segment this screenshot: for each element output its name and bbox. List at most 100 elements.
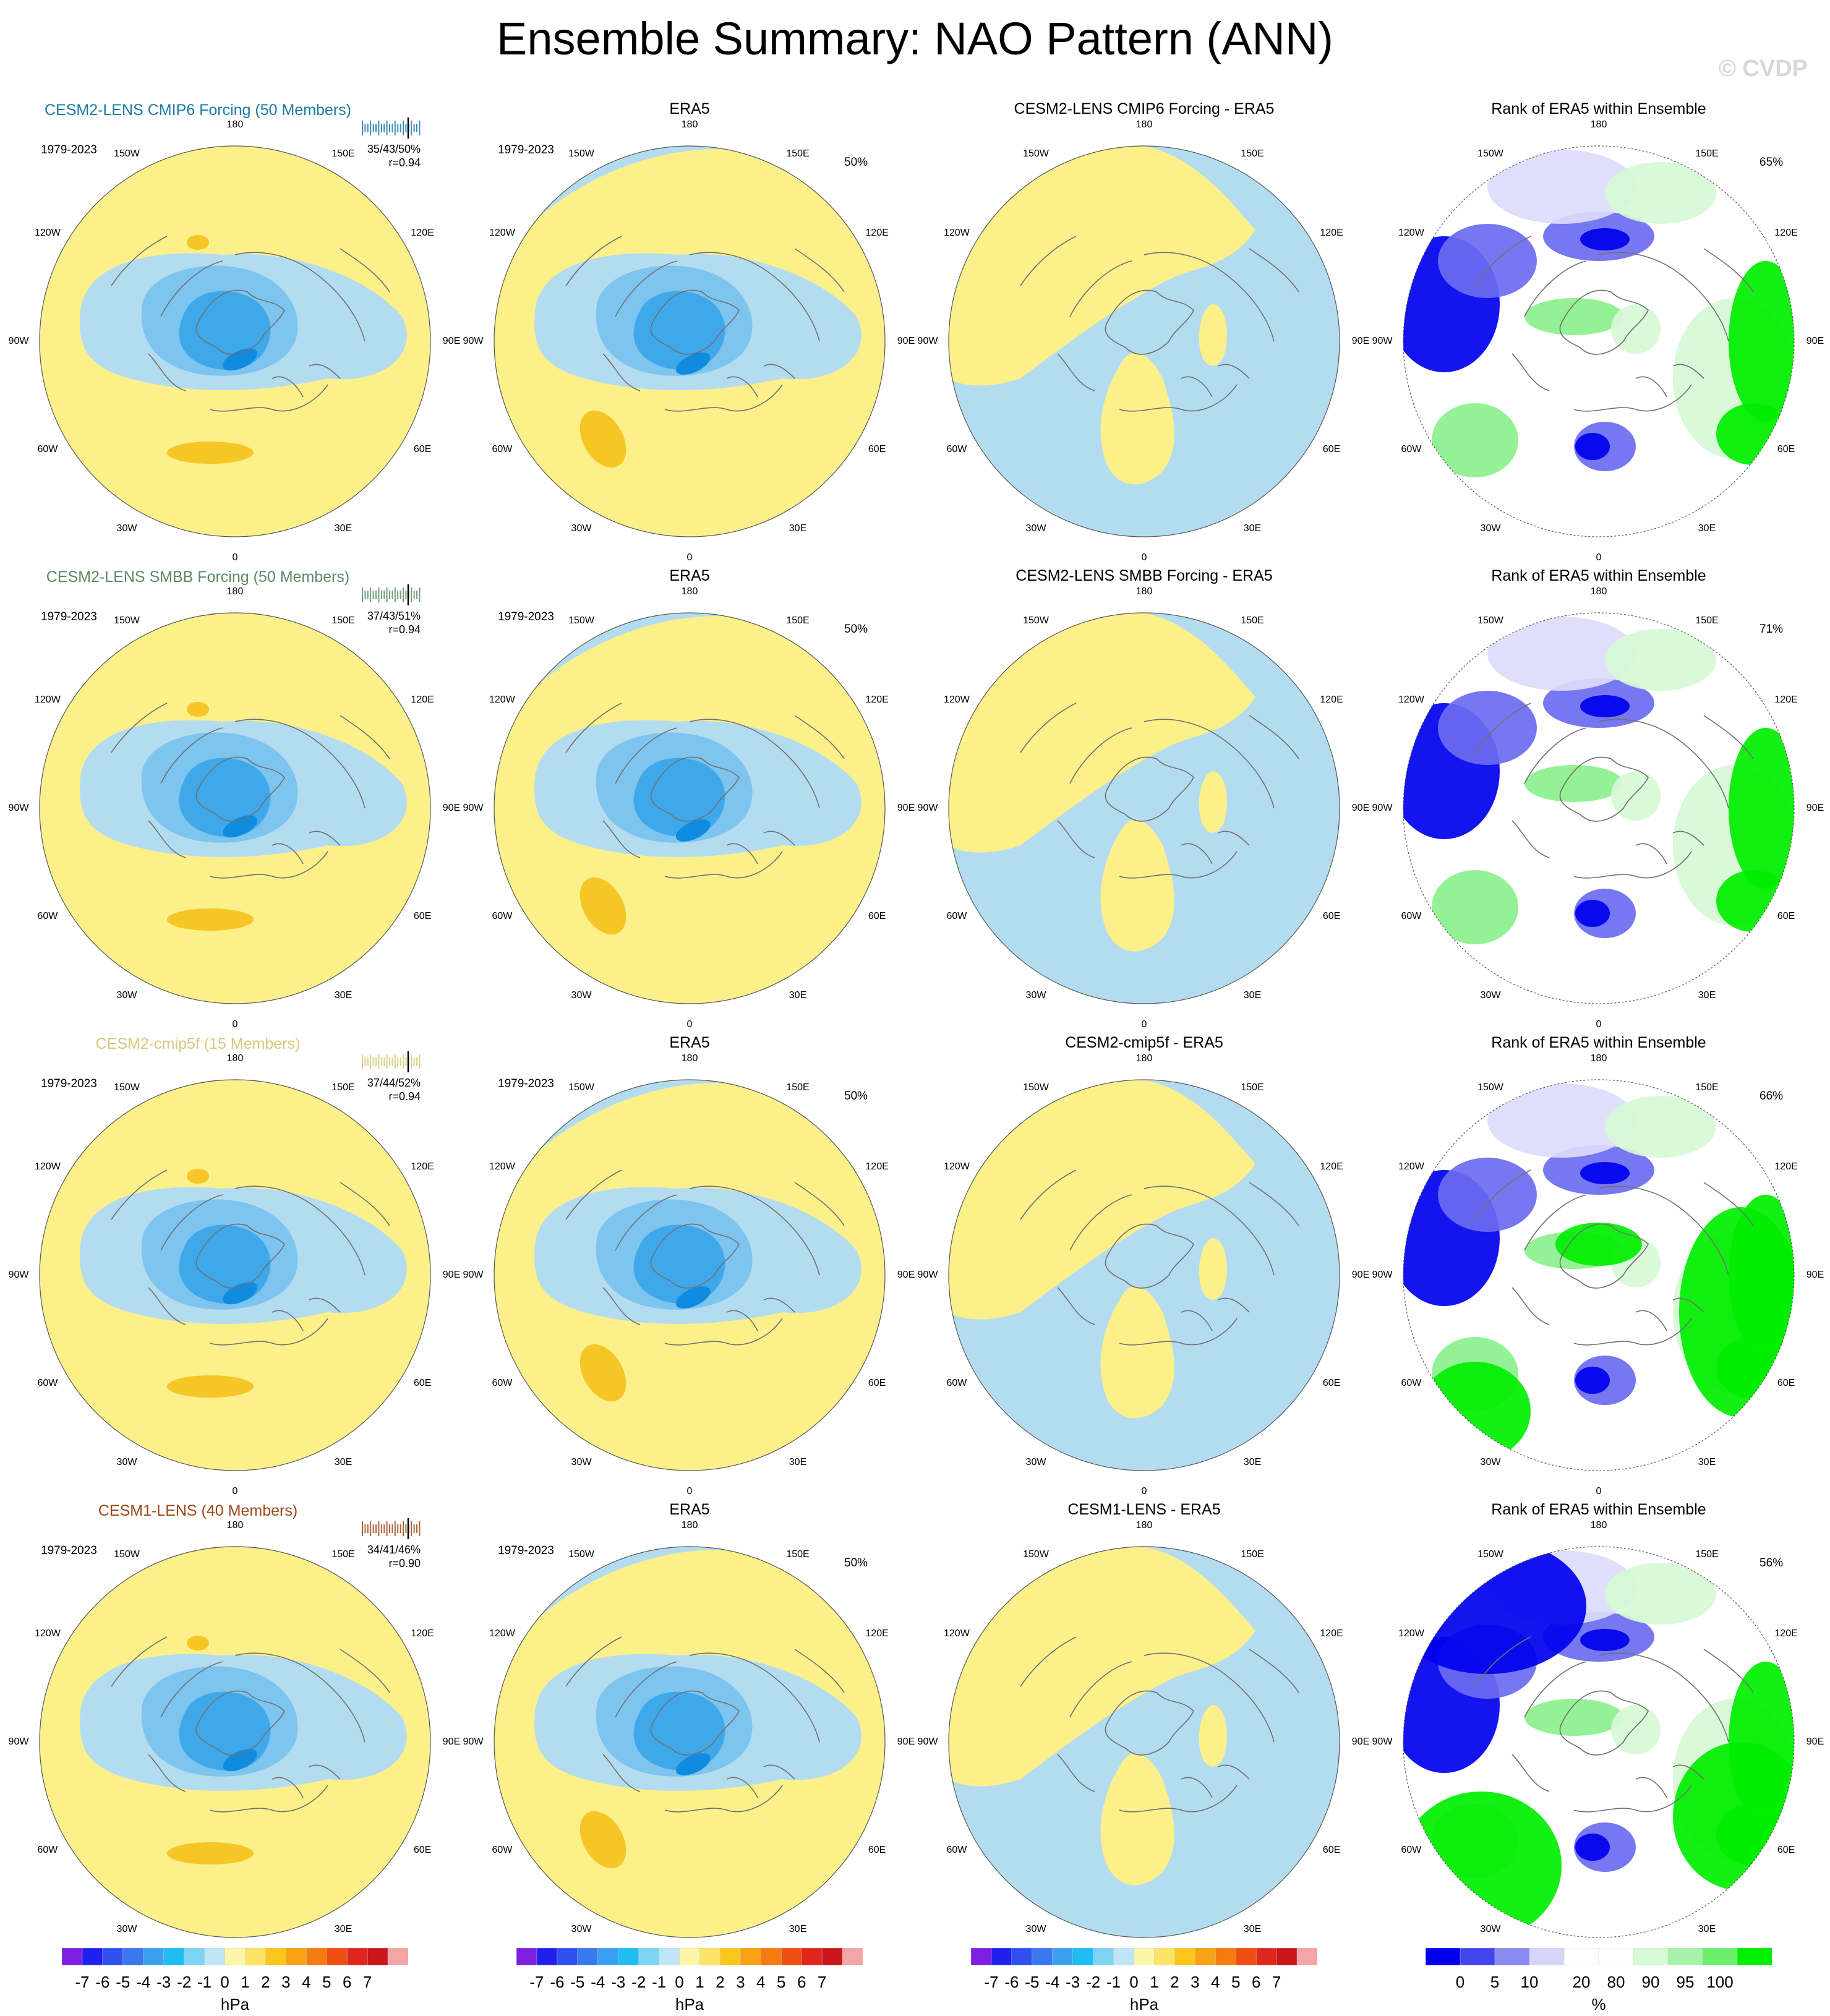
colorbar-bin (991, 1947, 1012, 1966)
colorbar-tick-label: -6 (550, 1973, 565, 1991)
colorbar-bin (346, 1947, 368, 1966)
negative-anomaly-region (40, 146, 430, 267)
longitude-label: 150W (568, 148, 594, 159)
map-field (494, 613, 885, 1004)
coastline (1524, 1652, 1729, 1743)
longitude-label: 60W (37, 1378, 58, 1388)
map-field (494, 146, 885, 537)
panel-title: ERA5 (669, 1034, 710, 1051)
rank-region (1679, 1207, 1794, 1417)
panel-title: CESM1-LENS (40 Members) (98, 1502, 298, 1519)
colorbar-tick-label: -6 (95, 1973, 110, 1991)
longitude-label: 90E (1351, 336, 1370, 346)
map-boundary (948, 612, 1340, 1004)
explained-variance: 50% (844, 623, 868, 636)
longitude-label: 120E (411, 1628, 434, 1639)
positive-anomaly-region (1100, 819, 1174, 952)
coastline (111, 1636, 390, 1693)
longitude-label: 30E (1243, 1457, 1262, 1468)
longitude-label: 120E (865, 228, 889, 238)
longitude-label: 60W (1401, 1378, 1422, 1388)
longitude-label: 150W (1477, 148, 1503, 159)
colorbar-bin (1425, 1947, 1461, 1966)
colorbar-tick-label: -2 (177, 1973, 192, 1991)
longitude-label: 60W (37, 911, 58, 921)
coastline (1474, 703, 1754, 759)
longitude-label: 150E (1241, 1548, 1264, 1560)
longitude-label: 60W (1401, 1845, 1422, 1855)
coastline (726, 1297, 795, 1331)
coastline (602, 820, 783, 879)
period-label: 1979-2023 (41, 1077, 97, 1090)
map-boundary (948, 1546, 1340, 1938)
colorbar-bin (801, 1947, 823, 1966)
positive-anomaly-core (579, 1811, 626, 1869)
explained-variance: 50% (844, 1557, 868, 1570)
negative-anomaly-region (40, 1080, 430, 1201)
polar-map (948, 145, 1340, 537)
longitude-label: 90E (1806, 803, 1824, 813)
longitude-label: 150W (114, 615, 140, 626)
rank-region (1575, 1834, 1610, 1861)
colorbar-tick-label: -5 (570, 1973, 585, 1991)
colorbar-bin (557, 1947, 578, 1966)
coastline (148, 1287, 328, 1346)
colorbar-bin (1633, 1947, 1669, 1966)
negative-anomaly-maximum (675, 352, 711, 375)
longitude-label: 60W (37, 1845, 58, 1855)
longitude-label: 60W (492, 911, 513, 921)
panel-title: Rank of ERA5 within Ensemble (1491, 1034, 1706, 1051)
longitude-label: 150E (1695, 1548, 1719, 1560)
polar-map (494, 1079, 886, 1471)
map-boundary (39, 1546, 431, 1938)
rank-region (1487, 1083, 1636, 1158)
longitude-label: 150W (1023, 1548, 1049, 1560)
longitude-label: 30E (789, 990, 807, 1001)
colorbar-bin (163, 1947, 185, 1966)
rank-region (1487, 150, 1636, 224)
longitude-label: 30E (789, 1924, 807, 1935)
longitude-label: 60E (1777, 1378, 1795, 1388)
longitude-label: 120W (1398, 694, 1424, 705)
coastline (1559, 1690, 1649, 1756)
colorbar-bin (1494, 1947, 1530, 1966)
rank-region (1438, 691, 1537, 765)
map-panel-rank: Rank of ERA5 within Ensemble 65% 180 150E 12… (1370, 99, 1828, 566)
longitude-label: 30W (116, 1924, 137, 1935)
longitude-label: 150E (331, 1548, 355, 1560)
negative-anomaly-maximum (223, 1749, 257, 1772)
longitude-label: 180 (1590, 119, 1607, 130)
rank-region (1729, 728, 1794, 889)
colorbar-tick-label: 1 (1150, 1973, 1159, 1991)
longitude-label: 60E (868, 444, 886, 455)
positive-anomaly-core (167, 908, 254, 931)
coastline (602, 1754, 783, 1813)
colorbar-swatches (61, 1947, 409, 1966)
coastline (1635, 1297, 1704, 1331)
map-boundary (1403, 145, 1795, 537)
longitude-label: 120E (1320, 694, 1343, 705)
longitude-label: 60E (1777, 444, 1795, 455)
longitude-label: 120W (943, 1628, 970, 1639)
colorbar-bin (1215, 1947, 1236, 1966)
coastline (111, 703, 390, 759)
longitude-label: 150W (1023, 148, 1049, 159)
coastline (565, 703, 845, 759)
polar-map (1403, 1079, 1795, 1471)
coastline (1020, 703, 1299, 759)
longitude-label: 120E (1774, 1628, 1798, 1639)
coastline (272, 1764, 341, 1798)
longitude-label: 0 (686, 1019, 693, 1030)
positive-anomaly-core (187, 1636, 209, 1651)
map-field (40, 1547, 430, 1937)
map-boundary (494, 612, 886, 1004)
polar-map (39, 145, 431, 537)
colorbar-tick-label: -4 (591, 1973, 605, 1991)
longitude-label: 90W (463, 1736, 484, 1747)
member-distribution-sparkline (362, 1518, 421, 1539)
coastline (1559, 289, 1649, 355)
rank-region (1524, 298, 1623, 335)
colorbar-tick-label: -5 (116, 1973, 130, 1991)
coastline (1524, 719, 1729, 809)
longitude-label: 180 (681, 1520, 698, 1531)
